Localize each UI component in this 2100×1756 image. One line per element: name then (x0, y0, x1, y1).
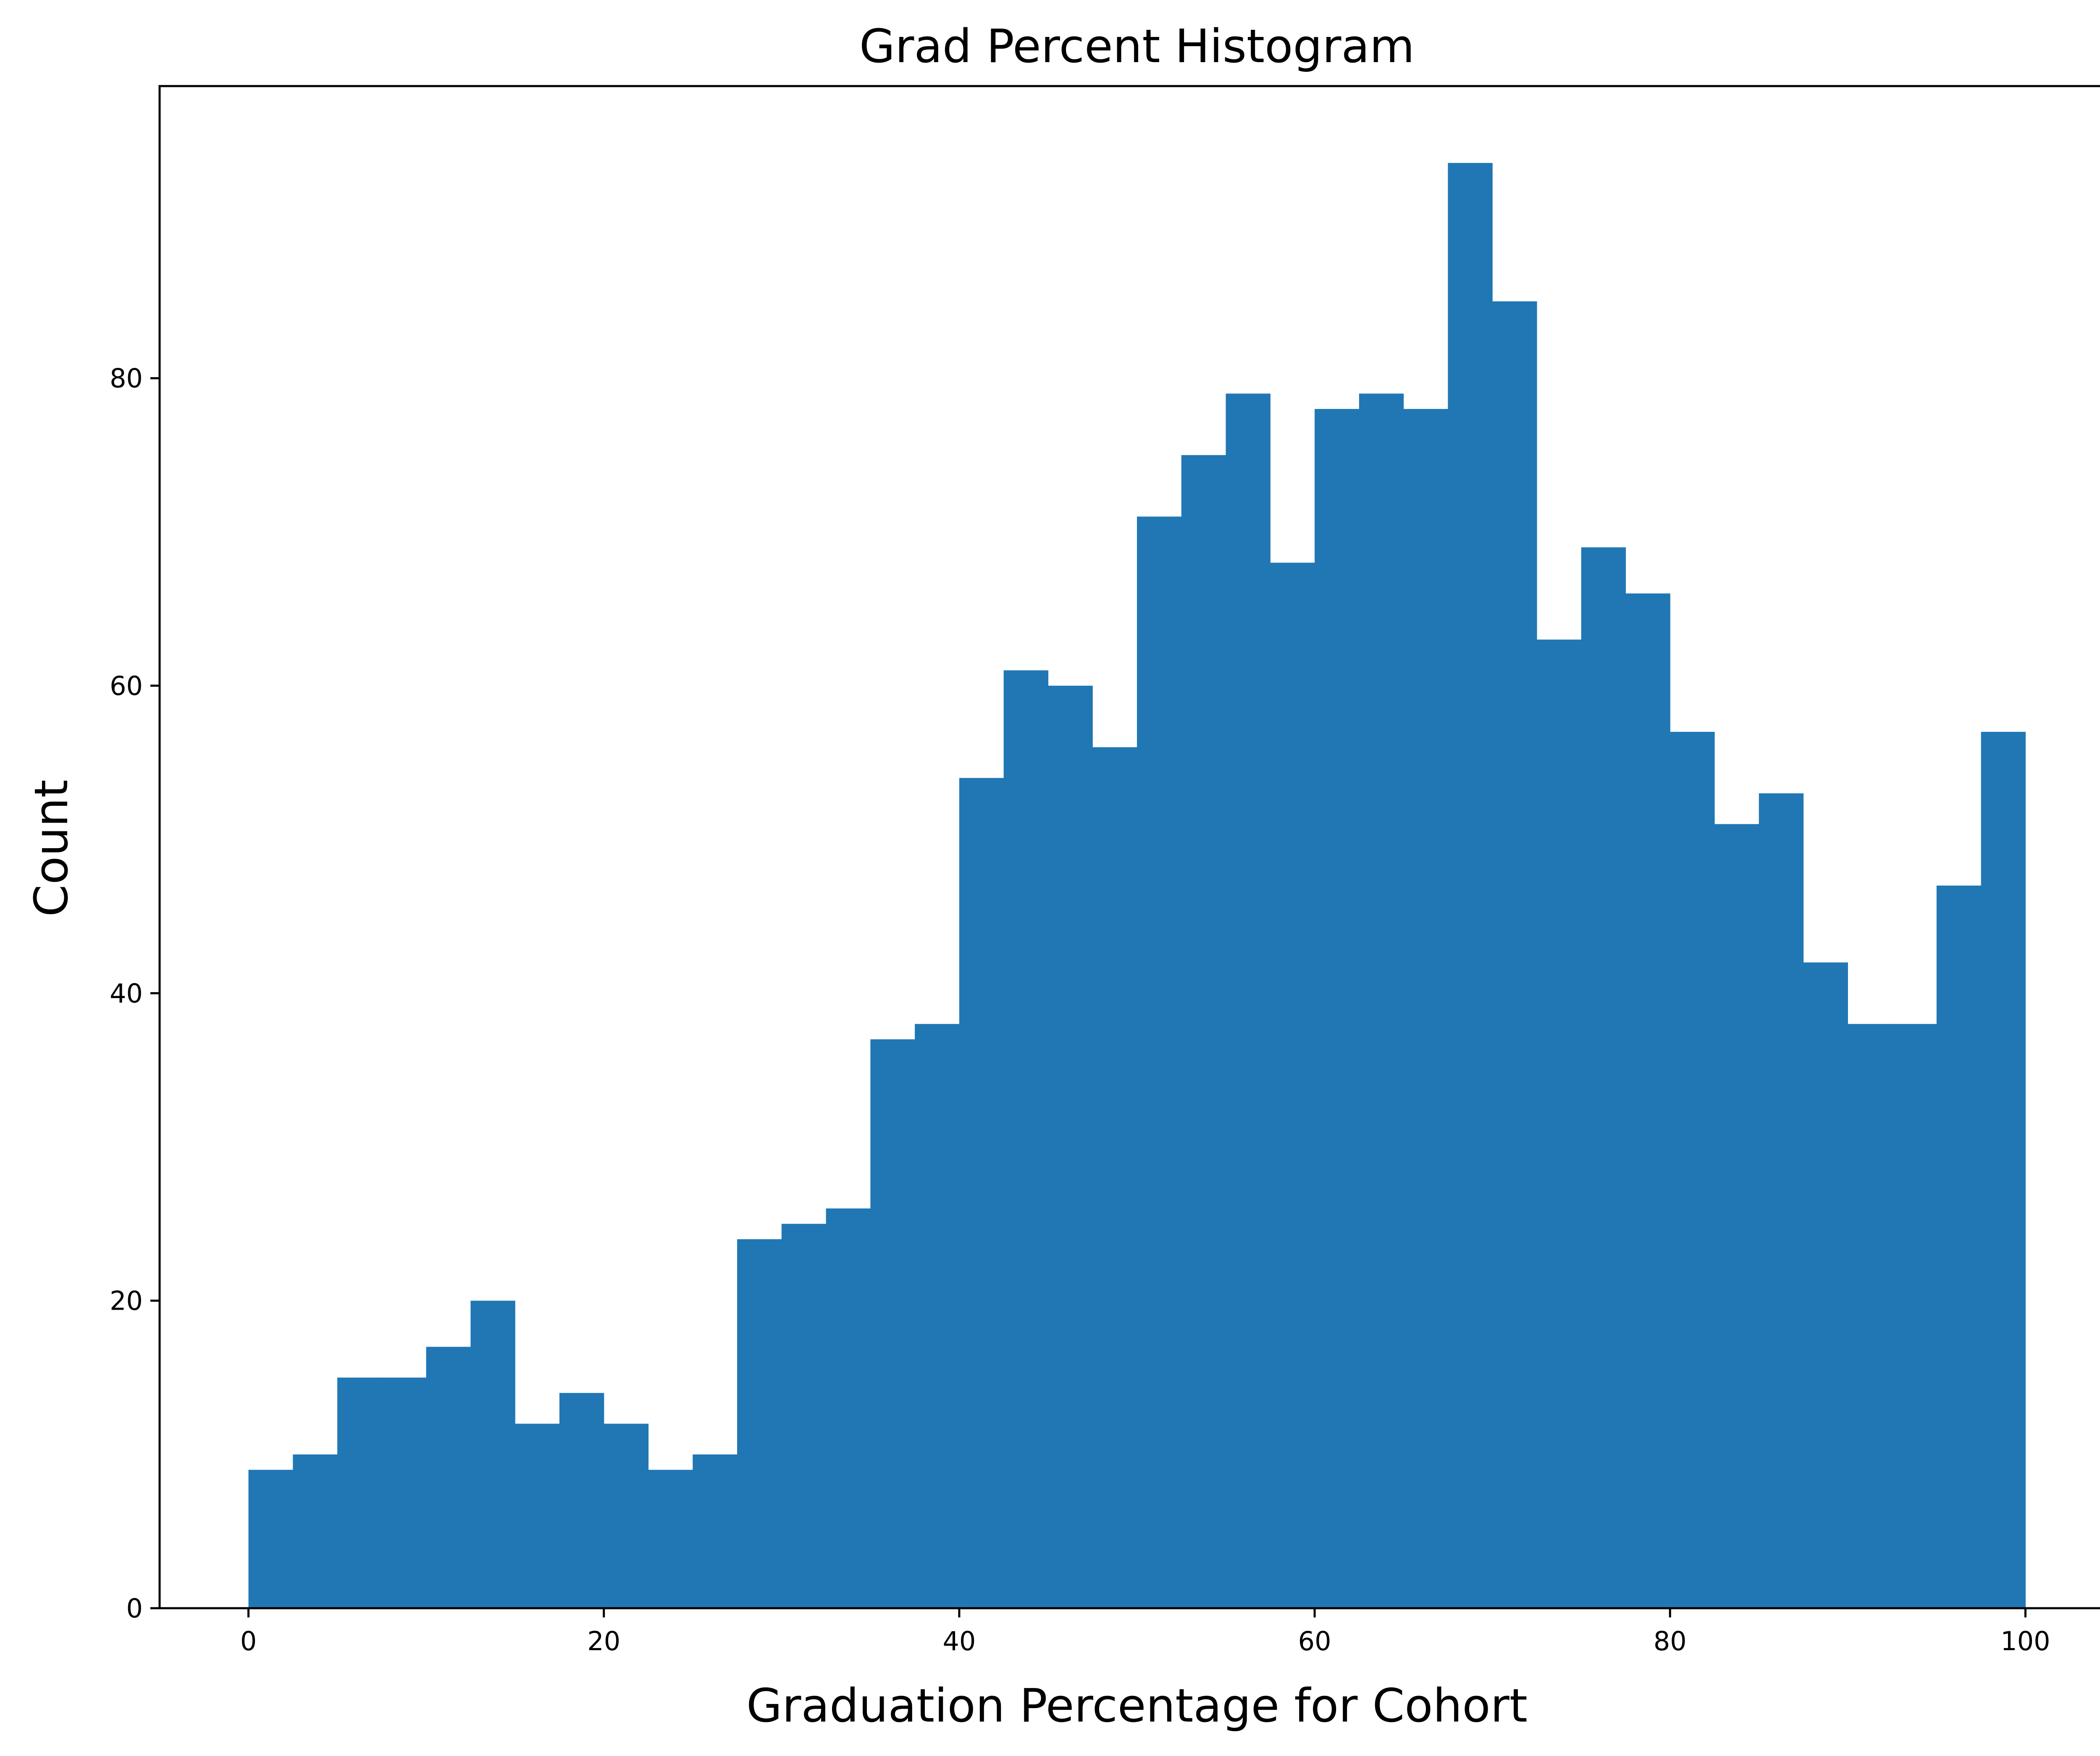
histogram-bar (1226, 393, 1270, 1608)
chart-title: Grad Percent Histogram (859, 19, 1415, 73)
histogram-bar (870, 1039, 915, 1608)
y-axis-label: Count (24, 780, 78, 917)
y-tick-label: 40 (110, 978, 143, 1009)
x-tick-label: 100 (2000, 1626, 2050, 1656)
histogram-bar (1759, 793, 1804, 1608)
histogram-bar (1492, 301, 1537, 1609)
histogram-bar (1936, 886, 1982, 1608)
histogram-bar (1892, 1024, 1937, 1608)
histogram-bar (648, 1470, 693, 1608)
histogram-bar (1670, 731, 1715, 1608)
histogram-bar (426, 1347, 471, 1608)
histogram-bar (1003, 670, 1049, 1609)
histogram-bars (248, 163, 2026, 1609)
y-tick-label: 60 (110, 671, 143, 701)
histogram-bar (293, 1454, 338, 1608)
histogram-bar (826, 1208, 871, 1608)
histogram-bar (1270, 563, 1315, 1608)
histogram-bar (1714, 824, 1759, 1608)
histogram-bar (1536, 639, 1582, 1609)
x-tick-label: 20 (587, 1626, 620, 1656)
histogram-bar (1981, 731, 2026, 1608)
y-tick-label: 20 (110, 1286, 143, 1316)
histogram-bar (1403, 409, 1449, 1608)
y-tick-label: 0 (126, 1593, 143, 1624)
x-tick-label: 0 (240, 1626, 257, 1656)
x-tick-label: 40 (942, 1626, 976, 1656)
histogram-bar (1581, 547, 1626, 1608)
histogram-bar (1448, 163, 1493, 1608)
histogram-bar (1625, 593, 1670, 1608)
histogram-bar (1181, 455, 1226, 1608)
histogram-bar (781, 1224, 827, 1608)
plot-area-frame (158, 85, 2100, 1609)
histogram-bar (1315, 409, 1360, 1608)
histogram-bar (604, 1423, 649, 1608)
histogram-bar (381, 1377, 427, 1608)
histogram-bar (1848, 1024, 1893, 1608)
histogram-bar (915, 1024, 960, 1608)
histogram-bar (248, 1470, 293, 1608)
histogram-bar (693, 1454, 738, 1608)
histogram-bar (737, 1239, 782, 1608)
y-axis-ticks: 0 20 40 60 80 (110, 363, 160, 1624)
histogram-bar (1803, 962, 1848, 1608)
histogram-bar (1359, 393, 1404, 1608)
x-tick-label: 60 (1298, 1626, 1331, 1656)
histogram-bar (1092, 747, 1137, 1608)
histogram-bar (1137, 516, 1182, 1609)
histogram-bar (559, 1393, 604, 1608)
x-axis-ticks: 0 20 40 60 80 100 (240, 1608, 2050, 1656)
x-tick-label: 80 (1654, 1626, 1687, 1656)
histogram-bar (1048, 686, 1093, 1608)
x-axis-label: Graduation Percentage for Cohort (746, 1679, 1528, 1732)
histogram-bar (470, 1300, 515, 1608)
y-tick-label: 80 (110, 363, 143, 394)
histogram-bar (337, 1377, 382, 1608)
histogram-bar (959, 778, 1004, 1608)
histogram-bar (515, 1423, 560, 1608)
